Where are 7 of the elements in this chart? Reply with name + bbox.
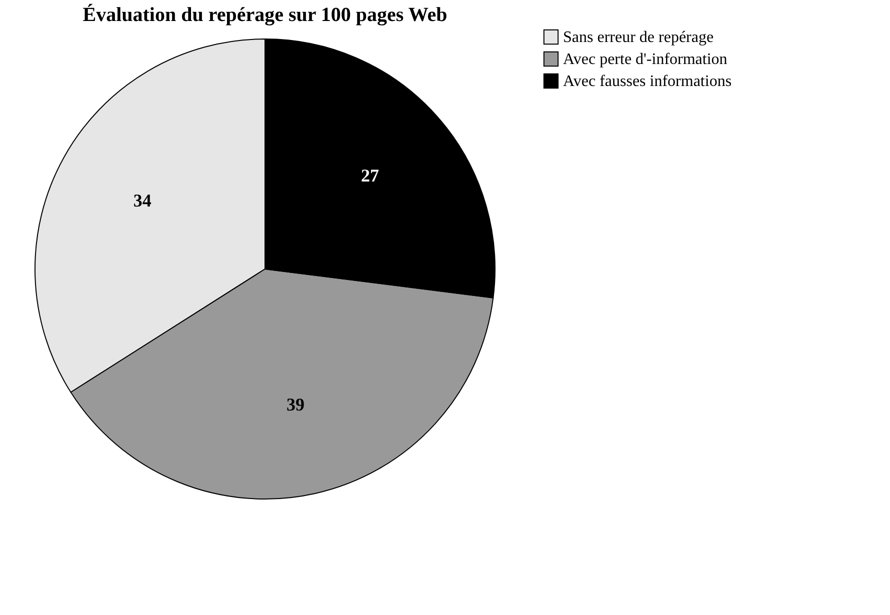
legend-label: Avec fausses informations bbox=[563, 73, 732, 90]
data-label: 34 bbox=[133, 190, 152, 211]
data-label: 39 bbox=[286, 394, 305, 415]
legend-label: Avec perte d'-information bbox=[563, 51, 728, 68]
data-label: 27 bbox=[361, 165, 380, 186]
chart-title: Évaluation du repérage sur 100 pages Web bbox=[82, 3, 448, 26]
legend-label: Sans erreur de repérage bbox=[563, 29, 714, 46]
